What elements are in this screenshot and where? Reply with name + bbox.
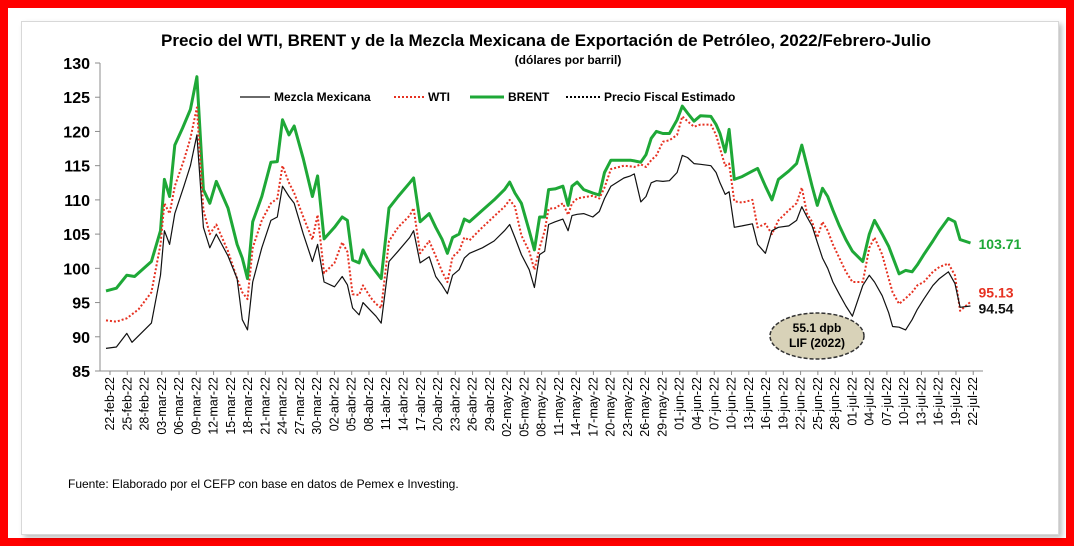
lif-annotation-line-1: 55.1 dpb (793, 321, 842, 335)
x-tick-label: 12-mar-22 (207, 377, 221, 435)
x-tick-label: 16-jun-22 (759, 377, 773, 430)
x-tick-label: 05-may-22 (517, 377, 531, 437)
y-tick-label: 85 (72, 364, 90, 381)
x-tick-label: 17-abr-22 (414, 377, 428, 431)
y-tick-label: 115 (64, 159, 90, 176)
x-tick-label: 28-jun-22 (828, 377, 842, 430)
x-tick-label: 09-mar-22 (189, 377, 203, 435)
x-tick-label: 13-jul-22 (914, 377, 928, 426)
y-tick-label: 120 (63, 124, 90, 141)
chart-subtitle: (dólares por barril) (515, 53, 622, 67)
y-tick-label: 90 (72, 330, 90, 347)
y-tick-label: 95 (72, 296, 90, 313)
end-label-mezcla-mexicana: 94.54 (979, 301, 1014, 317)
x-tick-label: 19-jun-22 (776, 377, 790, 430)
lif-annotation-line-2: LIF (2022) (789, 336, 845, 350)
x-tick-label: 14-may-22 (569, 377, 583, 437)
x-tick-label: 02-may-22 (500, 377, 514, 437)
y-tick-label: 110 (64, 193, 90, 210)
x-tick-label: 22-jul-22 (966, 377, 980, 426)
x-tick-label: 29-abr-22 (483, 377, 497, 431)
x-tick-label: 20-may-22 (604, 377, 618, 437)
x-tick-label: 04-jun-22 (690, 377, 704, 430)
x-tick-label: 02-abr-22 (327, 377, 341, 431)
x-tick-label: 25-jun-22 (811, 377, 825, 430)
x-tick-label: 15-mar-22 (224, 377, 238, 435)
x-axis: 22-feb-22 25-feb-22 28-feb-22 03-mar-22 06-m… (100, 370, 983, 437)
x-tick-label: 04-jul-22 (863, 377, 877, 426)
series-line-brent (105, 75, 971, 293)
x-tick-label: 11-abr-22 (379, 377, 393, 430)
y-axis: 85 90 95 100 105 110 115 120 125 130 (63, 56, 101, 381)
legend-label-mezcla-mexicana: Mezcla Mexicana (274, 90, 371, 104)
x-tick-label: 23-abr-22 (448, 377, 462, 431)
x-tick-label: 07-jul-22 (880, 377, 894, 426)
x-tick-label: 17-may-22 (586, 377, 600, 437)
x-tick-label: 11-may-22 (552, 377, 566, 436)
x-tick-label: 22-jun-22 (794, 377, 808, 430)
x-tick-label: 25-feb-22 (120, 377, 134, 431)
x-tick-label: 20-abr-22 (431, 377, 445, 431)
source-note: Fuente: Elaborado por el CEFP con base e… (68, 477, 459, 491)
x-tick-label: 22-feb-22 (103, 377, 117, 431)
x-tick-label: 08-may-22 (535, 377, 549, 437)
x-tick-label: 28-feb-22 (138, 377, 152, 431)
x-tick-label: 21-mar-22 (258, 377, 272, 435)
end-label-brent: 103.71 (979, 236, 1022, 252)
x-tick-label: 18-mar-22 (241, 377, 255, 435)
end-label-wti: 95.13 (979, 285, 1014, 301)
x-tick-label: 24-mar-22 (276, 377, 290, 435)
x-tick-label: 01-jun-22 (673, 377, 687, 430)
x-tick-label: 27-mar-22 (293, 377, 307, 435)
x-tick-label: 07-jun-22 (707, 377, 721, 430)
x-tick-label: 06-mar-22 (172, 377, 186, 435)
lif-annotation: 55.1 dpb LIF (2022) (769, 312, 865, 360)
x-tick-label: 16-jul-22 (932, 377, 946, 426)
x-tick-label: 19-jul-22 (949, 377, 963, 426)
legend-label-brent: BRENT (508, 90, 550, 104)
y-tick-label: 125 (63, 90, 90, 107)
series-line-wti (105, 106, 972, 323)
x-tick-label: 01-jul-22 (845, 377, 859, 426)
x-tick-label: 10-jul-22 (897, 377, 911, 426)
y-tick-label: 105 (63, 227, 90, 244)
x-tick-label: 10-jun-22 (725, 377, 739, 430)
series-layer (105, 75, 972, 349)
x-tick-label: 03-mar-22 (155, 377, 169, 435)
chart-title: Precio del WTI, BRENT y de la Mezcla Mex… (161, 31, 931, 50)
x-tick-label: 13-jun-22 (742, 377, 756, 430)
x-tick-label: 08-abr-22 (362, 377, 376, 431)
y-tick-label: 130 (63, 56, 90, 73)
legend: Mezcla Mexicana WTI BRENT Precio Fiscal Est… (240, 90, 735, 104)
x-tick-label: 14-abr-22 (396, 377, 410, 431)
legend-label-precio-fiscal-estimado: Precio Fiscal Estimado (604, 90, 735, 104)
line-chart: Precio del WTI, BRENT y de la Mezcla Mex… (63, 31, 1022, 491)
x-tick-label: 05-abr-22 (345, 377, 359, 431)
y-tick-label: 100 (63, 261, 90, 278)
x-tick-label: 26-abr-22 (466, 377, 480, 431)
series-line-mezcla-mexicana (105, 134, 971, 349)
x-tick-label: 26-may-22 (638, 377, 652, 437)
x-tick-label: 23-may-22 (621, 377, 635, 437)
x-tick-label: 29-may-22 (655, 377, 669, 437)
chart-panel (21, 21, 1059, 535)
legend-label-wti: WTI (428, 90, 450, 104)
x-tick-label: 30-mar-22 (310, 377, 324, 435)
lif-annotation-ellipse (769, 312, 865, 360)
